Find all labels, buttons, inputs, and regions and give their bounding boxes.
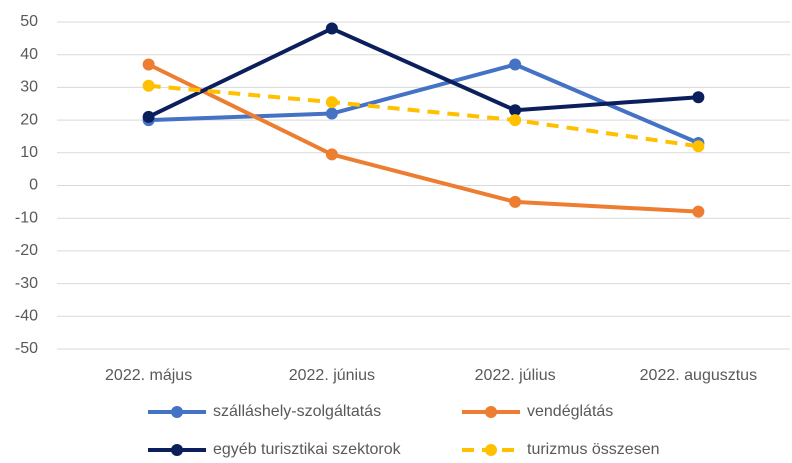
data-point: [509, 114, 522, 127]
y-tick-label: -10: [15, 209, 38, 226]
data-point: [142, 58, 155, 71]
data-point: [325, 148, 338, 161]
legend-label: szálláshely-szolgáltatás: [213, 403, 381, 420]
legend-marker: [171, 406, 183, 418]
data-point: [692, 140, 705, 153]
y-tick-label: 30: [20, 79, 38, 96]
y-tick-label: 20: [20, 111, 38, 128]
legend-label: egyéb turisztikai szektorok: [213, 441, 402, 458]
x-tick-label: 2022. július: [475, 367, 556, 384]
y-tick-label: 0: [29, 177, 38, 194]
y-tick-label: -30: [15, 275, 38, 292]
x-tick-label: 2022. június: [289, 367, 375, 384]
data-point: [325, 22, 338, 35]
data-point: [509, 58, 522, 71]
legend-marker: [485, 406, 497, 418]
data-point: [142, 79, 155, 92]
data-point: [509, 104, 522, 117]
y-tick-label: 10: [20, 144, 38, 161]
legend-label: vendéglátás: [527, 403, 613, 420]
series-line: [147, 26, 699, 119]
legend-marker: [485, 444, 497, 456]
series-line: [148, 83, 699, 149]
y-tick-label: 50: [20, 13, 38, 30]
data-point: [325, 107, 338, 120]
legend-marker: [171, 444, 183, 456]
y-tick-label: -50: [15, 340, 38, 357]
x-tick-label: 2022. augusztus: [640, 367, 757, 384]
data-point: [509, 195, 522, 208]
series-line: [147, 62, 699, 214]
legend-label: turizmus összesen: [527, 441, 660, 458]
x-tick-label: 2022. május: [105, 367, 192, 384]
data-point: [142, 110, 155, 123]
data-point: [692, 205, 705, 218]
y-tick-label: -20: [15, 242, 38, 259]
y-tick-label: 40: [20, 46, 38, 63]
y-tick-label: -40: [15, 308, 38, 325]
data-point: [325, 96, 338, 109]
data-point: [692, 91, 705, 104]
